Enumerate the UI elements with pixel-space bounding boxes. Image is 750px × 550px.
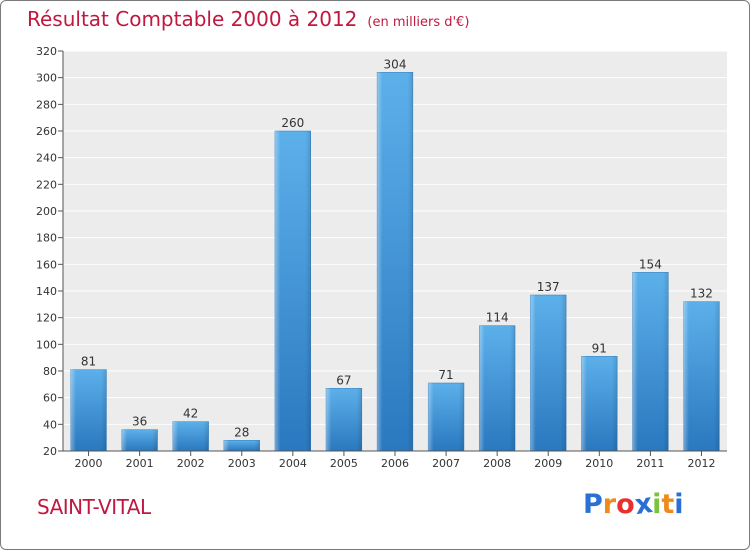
bar-value-label: 132 — [690, 287, 713, 301]
y-tick-label: 300 — [36, 72, 57, 85]
commune-name: SAINT-VITAL — [37, 495, 151, 519]
logo-letter: i — [652, 489, 662, 520]
y-tick-label: 160 — [36, 258, 57, 271]
bar-shade — [683, 301, 720, 451]
y-tick-label: 220 — [36, 178, 57, 191]
bar-shade — [428, 383, 464, 451]
bar-value-label: 67 — [336, 373, 351, 387]
bar-shade — [479, 325, 516, 451]
y-tick-label: 280 — [36, 98, 57, 111]
y-tick-label: 40 — [43, 418, 57, 431]
bar-value-label: 137 — [537, 280, 560, 294]
y-tick-label: 80 — [43, 365, 57, 378]
y-tick-label: 140 — [36, 285, 57, 298]
y-tick-label: 20 — [43, 445, 57, 458]
logo-letter: x — [632, 487, 655, 522]
logo-letter: t — [661, 489, 675, 520]
logo-letter: r — [602, 489, 617, 520]
y-tick-label: 60 — [43, 392, 57, 405]
logo-letter: o — [616, 489, 635, 520]
bar-shade — [121, 429, 158, 451]
bar-shade — [530, 295, 567, 451]
x-tick-label: 2000 — [75, 457, 103, 470]
y-tick-label: 120 — [36, 312, 57, 325]
bar-value-label: 42 — [183, 407, 198, 421]
bar-value-label: 304 — [384, 57, 407, 71]
y-tick-label: 200 — [36, 205, 57, 218]
bar-value-label: 260 — [281, 116, 304, 130]
bar-shade — [172, 421, 209, 451]
bar-value-label: 114 — [486, 311, 509, 325]
x-tick-label: 2008 — [483, 457, 511, 470]
proxiti-logo: Proxiti — [583, 487, 684, 522]
x-tick-label: 2006 — [381, 457, 409, 470]
x-tick-label: 2009 — [534, 457, 562, 470]
bar-shade — [274, 131, 311, 451]
x-tick-label: 2012 — [687, 457, 715, 470]
logo-letter: P — [583, 489, 603, 520]
x-tick-label: 2004 — [279, 457, 307, 470]
y-tick-label: 100 — [36, 338, 57, 351]
logo-letter: i — [674, 489, 684, 520]
bar-shade — [70, 369, 107, 451]
bar-value-label: 71 — [438, 368, 453, 382]
y-tick-label: 320 — [36, 45, 57, 58]
bar-shade — [326, 388, 362, 451]
bar-shade — [632, 272, 669, 451]
bar-shade — [581, 356, 618, 451]
bar-value-label: 28 — [234, 425, 249, 439]
x-tick-label: 2003 — [228, 457, 256, 470]
x-tick-label: 2005 — [330, 457, 358, 470]
title-row: Résultat Comptable 2000 à 2012 (en millie… — [27, 7, 469, 31]
bar-value-label: 91 — [592, 341, 607, 355]
x-tick-label: 2007 — [432, 457, 460, 470]
x-tick-label: 2010 — [585, 457, 613, 470]
y-tick-label: 260 — [36, 125, 57, 138]
x-tick-label: 2001 — [126, 457, 154, 470]
bar-shade — [377, 72, 413, 451]
bar-value-label: 36 — [132, 415, 147, 429]
chart-subtitle: (en milliers d'€) — [367, 15, 470, 30]
x-tick-label: 2011 — [636, 457, 664, 470]
bar-value-label: 81 — [81, 355, 96, 369]
bar-shade — [223, 440, 260, 451]
y-tick-label: 180 — [36, 232, 57, 245]
x-tick-label: 2002 — [177, 457, 205, 470]
bar-value-label: 154 — [639, 257, 662, 271]
y-tick-label: 240 — [36, 152, 57, 165]
chart-title: Résultat Comptable 2000 à 2012 — [27, 7, 358, 31]
